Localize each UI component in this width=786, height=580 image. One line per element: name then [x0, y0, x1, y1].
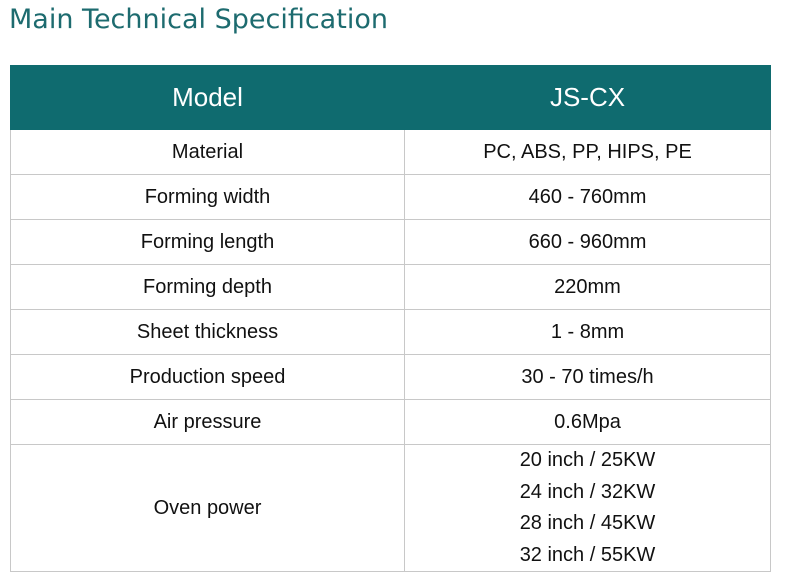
spec-value: 220mm: [404, 264, 771, 310]
table-row: Sheet thickness 1 - 8mm: [10, 309, 771, 355]
table-row: Forming width 460 - 760mm: [10, 174, 771, 220]
spec-value: 0.6Mpa: [404, 399, 771, 445]
spec-value: 1 - 8mm: [404, 309, 771, 355]
spec-label: Production speed: [10, 354, 405, 400]
table-row: Forming depth 220mm: [10, 264, 771, 310]
spec-table: Model JS-CX Material PC, ABS, PP, HIPS, P…: [10, 65, 771, 572]
spec-value-line: 24 inch / 32KW: [519, 480, 656, 503]
spec-label: Sheet thickness: [10, 309, 405, 355]
table-row: Production speed 30 - 70 times/h: [10, 354, 771, 400]
spec-label: Oven power: [10, 444, 405, 572]
spec-value-line: 32 inch / 55KW: [519, 543, 656, 566]
table-row: Air pressure 0.6Mpa: [10, 399, 771, 445]
spec-label: Material: [10, 129, 405, 175]
header-row: Model JS-CX: [10, 65, 771, 130]
table-row: Oven power 20 inch / 25KW 24 inch / 32KW 28…: [10, 444, 771, 572]
column-header: Model: [10, 65, 405, 130]
spec-label: Air pressure: [10, 399, 405, 445]
spec-value: 460 - 760mm: [404, 174, 771, 220]
spec-label: Forming depth: [10, 264, 405, 310]
column-header: JS-CX: [404, 65, 771, 130]
table-row: Forming length 660 - 960mm: [10, 219, 771, 265]
table-row: Material PC, ABS, PP, HIPS, PE: [10, 129, 771, 175]
spec-value-line: 20 inch / 25KW: [519, 449, 656, 471]
table-body: Material PC, ABS, PP, HIPS, PE Forming wid…: [10, 129, 771, 572]
spec-value-line: 28 inch / 45KW: [519, 512, 656, 534]
spec-label: Forming width: [10, 174, 405, 220]
spec-value: PC, ABS, PP, HIPS, PE: [404, 129, 771, 175]
spec-label: Forming length: [10, 219, 405, 265]
page-title: Main Technical Specification: [9, 4, 388, 35]
spec-value: 20 inch / 25KW 24 inch / 32KW 28 inch / 45…: [404, 444, 771, 572]
spec-value: 30 - 70 times/h: [404, 354, 771, 400]
spec-value: 660 - 960mm: [404, 219, 771, 265]
